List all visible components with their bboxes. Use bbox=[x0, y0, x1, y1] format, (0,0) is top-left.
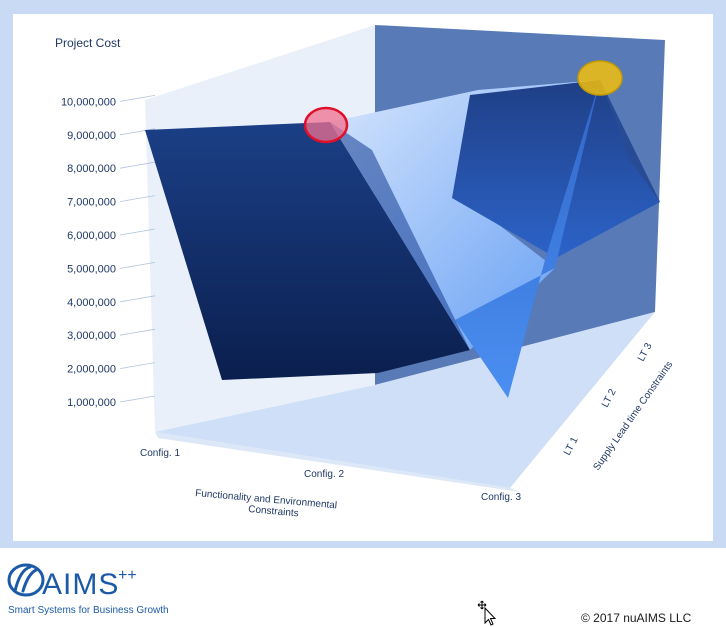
y-tick-label: 7,000,000 bbox=[67, 197, 116, 209]
y-tick-label: 4,000,000 bbox=[67, 297, 116, 309]
y-axis-title: Project Cost bbox=[55, 36, 121, 50]
x-tick-config-1: Config. 1 bbox=[140, 448, 180, 459]
move-cursor-icon bbox=[477, 600, 497, 626]
y-gridline bbox=[119, 328, 156, 336]
surface-facet bbox=[600, 80, 660, 202]
highlight-yellow-marker bbox=[577, 60, 623, 96]
y-tick-label: 5,000,000 bbox=[67, 263, 116, 275]
depth-tick-lt2: LT 2 bbox=[600, 387, 619, 409]
logo-plus: ++ bbox=[118, 567, 137, 584]
y-gridline bbox=[119, 161, 156, 169]
surface-facet bbox=[455, 80, 600, 398]
surface-facet bbox=[452, 80, 660, 258]
y-gridline bbox=[119, 228, 156, 236]
y-gridline bbox=[119, 295, 156, 303]
x-axis-title-line2: Constraints bbox=[248, 504, 299, 519]
nuaims-logo: AIMS ++ Smart Systems for Business Growt… bbox=[6, 558, 176, 618]
logo-graphic: AIMS ++ Smart Systems for Business Growt… bbox=[7, 563, 169, 616]
y-tick-label: 3,000,000 bbox=[67, 330, 116, 342]
y-tick-label: 8,000,000 bbox=[67, 163, 116, 175]
highlight-red-marker bbox=[303, 106, 349, 144]
floor-front bbox=[155, 432, 520, 492]
surface-chart: Project Cost 1,000,000 2,000,000 3,000,000… bbox=[55, 25, 675, 519]
y-tick-label: 1,000,000 bbox=[67, 397, 116, 409]
surface bbox=[145, 80, 660, 398]
y-tick-label: 6,000,000 bbox=[67, 230, 116, 242]
y-gridline bbox=[119, 128, 156, 136]
y-tick-label: 2,000,000 bbox=[67, 364, 116, 376]
surface-facet bbox=[145, 122, 470, 380]
y-gridline bbox=[119, 195, 156, 202]
floor bbox=[155, 312, 655, 488]
x-tick-config-3: Config. 3 bbox=[481, 492, 521, 503]
logo-text: AIMS bbox=[42, 568, 119, 601]
copyright-text: © 2017 nuAIMS LLC bbox=[581, 611, 692, 625]
y-gridline bbox=[119, 262, 156, 269]
depth-axis-title: Supply Lead time Constraints bbox=[591, 359, 675, 472]
surface-facet bbox=[330, 122, 470, 350]
y-gridline bbox=[119, 395, 156, 403]
y-gridline bbox=[119, 362, 156, 369]
y-tick-label: 10,000,000 bbox=[61, 96, 116, 108]
depth-tick-lt1: LT 1 bbox=[562, 435, 581, 457]
x-tick-config-2: Config. 2 bbox=[304, 469, 344, 480]
depth-tick-lt3: LT 3 bbox=[636, 341, 655, 363]
y-gridline bbox=[119, 95, 156, 102]
logo-tagline: Smart Systems for Business Growth bbox=[8, 605, 169, 616]
y-axis-ticks: 1,000,000 2,000,000 3,000,000 4,000,000 5,00… bbox=[61, 96, 116, 409]
y-tick-label: 9,000,000 bbox=[67, 130, 116, 142]
